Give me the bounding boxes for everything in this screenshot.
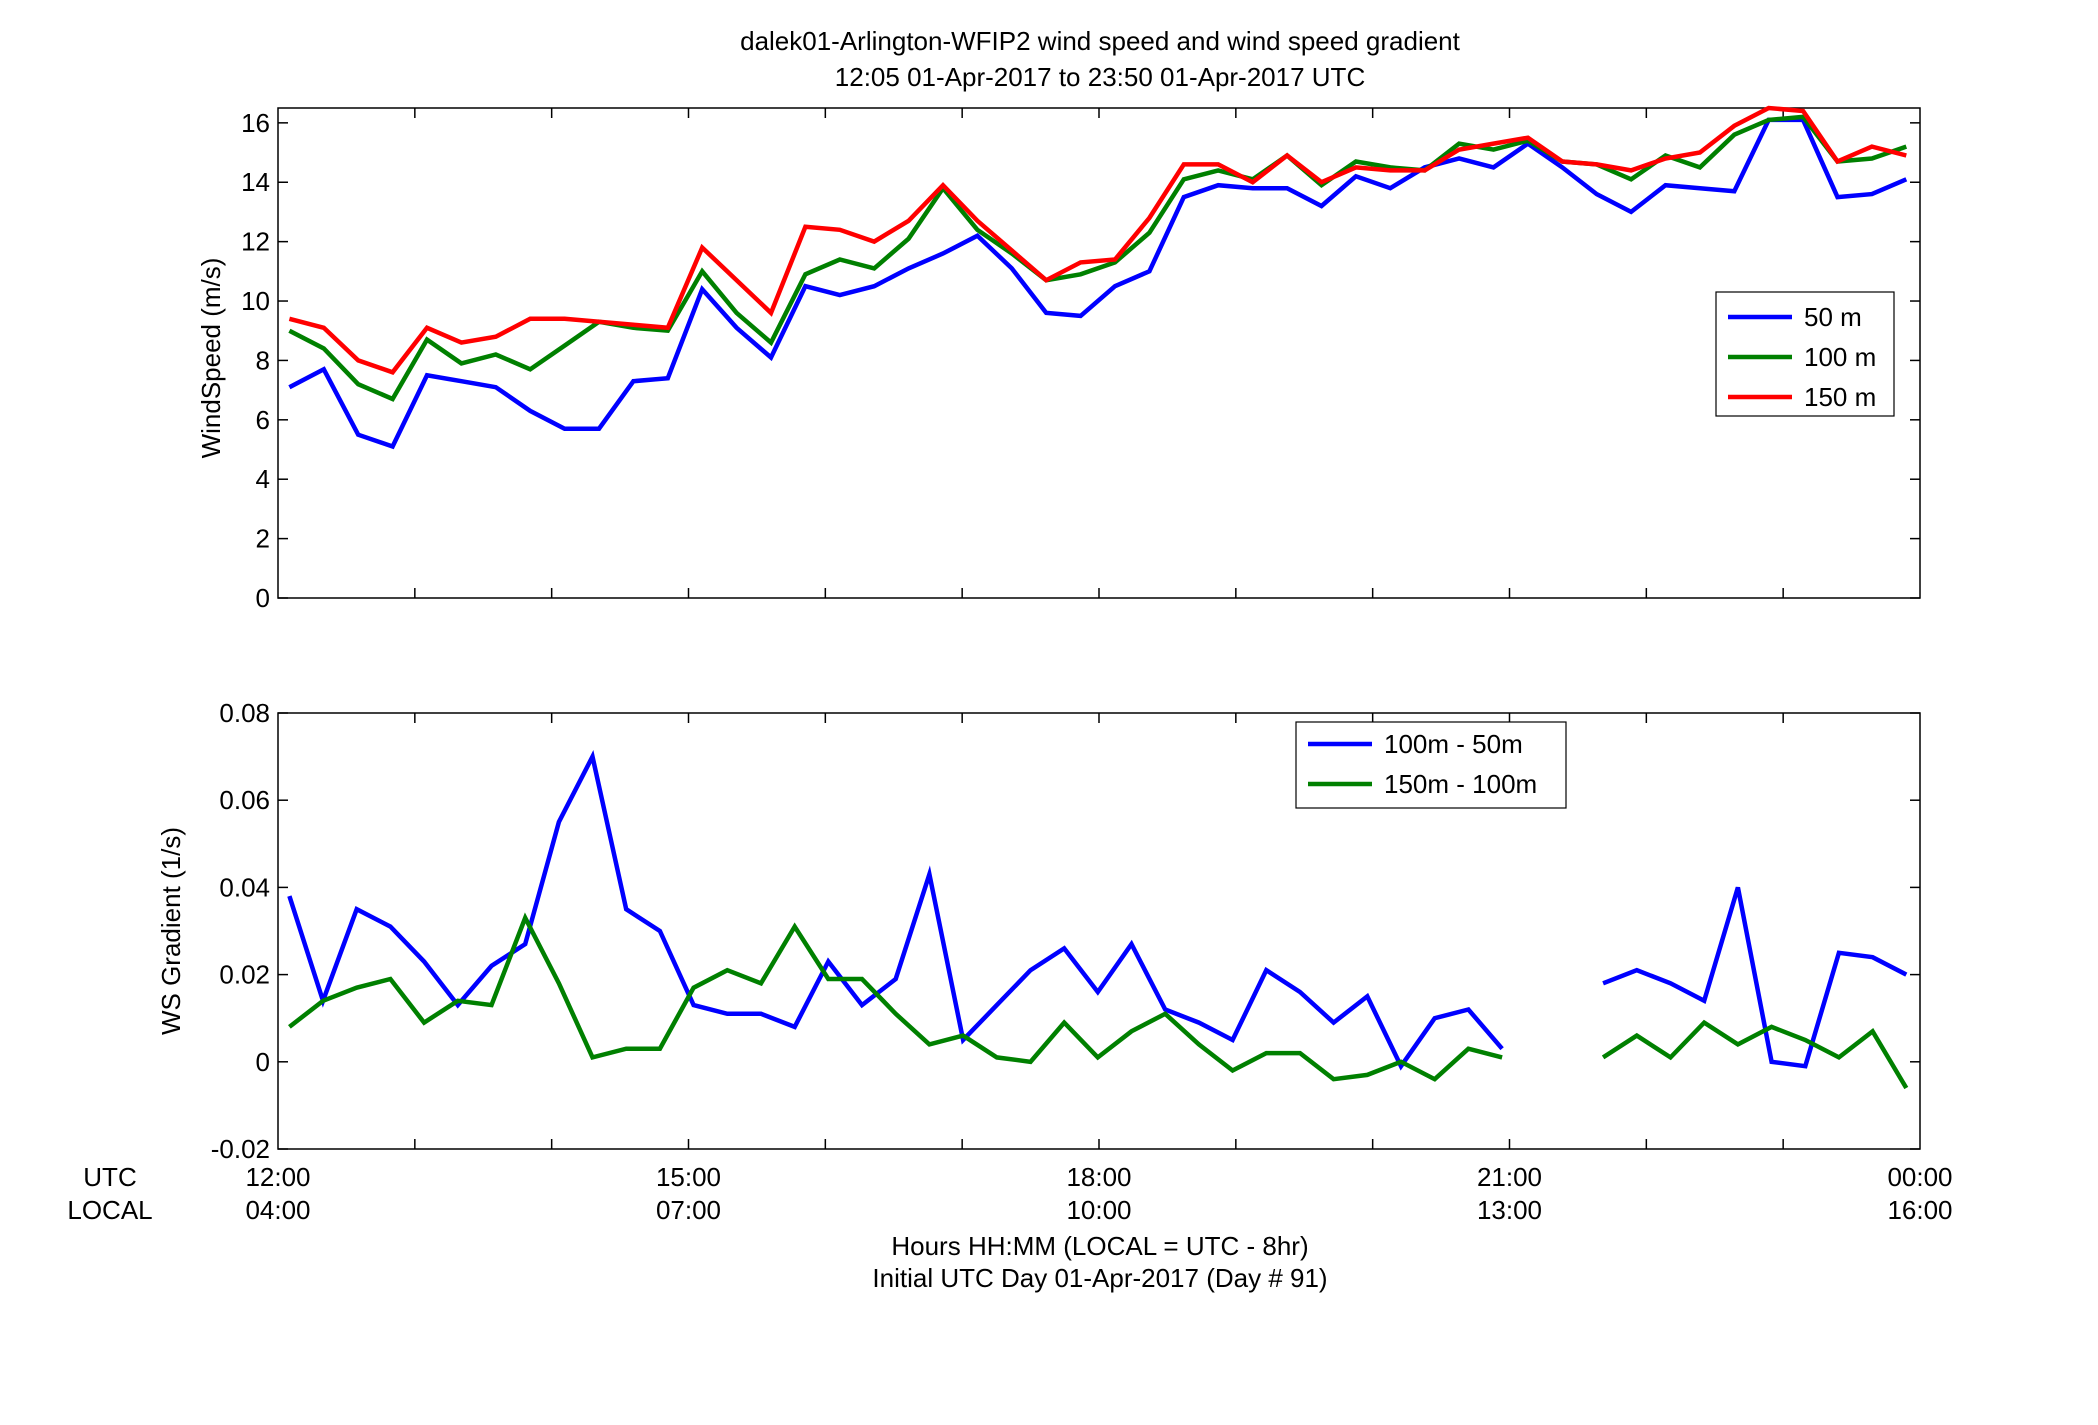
windspeed-ytick-label: 4	[256, 464, 270, 494]
windspeed-legend-label: 150 m	[1804, 382, 1876, 412]
windspeed-ytick-label: 14	[241, 167, 270, 197]
xlabel-line1: Hours HH:MM (LOCAL = UTC - 8hr)	[891, 1231, 1308, 1261]
gradient-ytick-label: -0.02	[211, 1134, 270, 1164]
windspeed-legend-label: 100 m	[1804, 342, 1876, 372]
gradient-ytick-label: 0	[256, 1047, 270, 1077]
xtick-label-utc: 15:00	[656, 1162, 721, 1192]
xtick-label-utc: 12:00	[245, 1162, 310, 1192]
gradient-legend-label: 100m - 50m	[1384, 729, 1523, 759]
windspeed-panel: 0 2 4 6 8 10 12 14 16 WindSpeed (m/s) 50 m 100 m 1…	[196, 105, 1921, 613]
xtick-label-utc: 21:00	[1477, 1162, 1542, 1192]
gradient-ytick-label: 0.02	[219, 960, 270, 990]
chart-subtitle: 12:05 01-Apr-2017 to 23:50 01-Apr-2017 U…	[835, 62, 1365, 92]
xtick-label-utc: 18:00	[1066, 1162, 1131, 1192]
gradient-ytick-label: 0.08	[219, 698, 270, 728]
gradient-series-line-150m-100m	[288, 912, 1503, 1082]
windspeed-ytick-label: 6	[256, 405, 270, 435]
xtick-label-local: 04:00	[245, 1195, 310, 1225]
gradient-ytick-label: 0.06	[219, 785, 270, 815]
gradient-plot-area	[277, 712, 1921, 1150]
windspeed-ylabel: WindSpeed (m/s)	[196, 258, 226, 459]
local-row-label: LOCAL	[67, 1195, 152, 1225]
windspeed-series-line-50-m	[288, 117, 1908, 450]
xlabel-line2: Initial UTC Day 01-Apr-2017 (Day # 91)	[872, 1263, 1327, 1293]
windspeed-legend: 50 m 100 m 150 m	[1715, 291, 1895, 417]
gradient-series-line-100m-50m	[287, 750, 1504, 1071]
windspeed-legend-label: 50 m	[1804, 302, 1862, 332]
windspeed-plot-area	[277, 107, 1921, 599]
utc-row-label: UTC	[83, 1162, 136, 1192]
windspeed-ytick-label: 10	[241, 286, 270, 316]
gradient-legend-label: 150m - 100m	[1384, 769, 1537, 799]
windspeed-series-line-100-m	[288, 114, 1908, 402]
windspeed-ytick-label: 0	[256, 583, 270, 613]
windspeed-ytick-label: 2	[256, 524, 270, 554]
chart-title: dalek01-Arlington-WFIP2 wind speed and w…	[740, 26, 1461, 56]
gradient-panel: -0.02 0 0.02 0.04 0.06 0.08 WS Gradient (1/s)…	[156, 698, 1921, 1164]
xtick-label-local: 10:00	[1066, 1195, 1131, 1225]
gradient-legend: 100m - 50m 150m - 100m	[1295, 721, 1567, 809]
xtick-label-local: 16:00	[1887, 1195, 1952, 1225]
xtick-label-local: 13:00	[1477, 1195, 1542, 1225]
gradient-ylabel: WS Gradient (1/s)	[156, 827, 186, 1035]
xtick-label-utc: 00:00	[1887, 1162, 1952, 1192]
windspeed-ytick-label: 8	[256, 345, 270, 375]
xtick-label-local: 07:00	[656, 1195, 721, 1225]
windspeed-series-line-150-m	[288, 105, 1907, 375]
windspeed-ytick-label: 12	[241, 227, 270, 257]
gradient-series-line-150m-100m	[1601, 1019, 1909, 1090]
gradient-legend-box	[1295, 721, 1567, 809]
gradient-series-line-100m-50m	[1602, 886, 1908, 1069]
windspeed-ytick-label: 16	[241, 108, 270, 138]
gradient-ytick-label: 0.04	[219, 872, 270, 902]
